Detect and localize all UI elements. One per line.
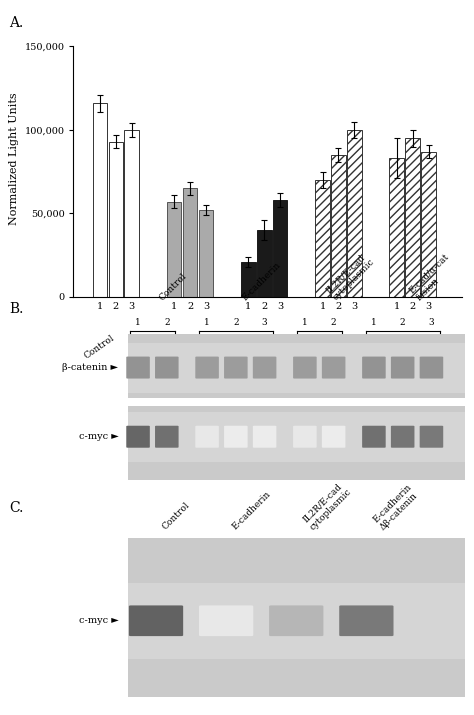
- FancyBboxPatch shape: [224, 357, 247, 378]
- FancyBboxPatch shape: [224, 425, 247, 448]
- Text: Control: Control: [82, 333, 116, 360]
- FancyBboxPatch shape: [293, 357, 317, 378]
- FancyBboxPatch shape: [339, 606, 393, 636]
- Text: 1: 1: [302, 318, 308, 327]
- FancyBboxPatch shape: [126, 357, 150, 378]
- FancyBboxPatch shape: [126, 425, 150, 448]
- Text: 2: 2: [233, 318, 238, 327]
- Text: Control: Control: [157, 272, 188, 302]
- Bar: [331, 155, 346, 297]
- FancyBboxPatch shape: [253, 357, 276, 378]
- Bar: [128, 412, 465, 462]
- FancyBboxPatch shape: [293, 425, 317, 448]
- Text: E-cadherin: E-cadherin: [144, 333, 190, 370]
- Bar: [109, 142, 123, 297]
- FancyBboxPatch shape: [269, 606, 323, 636]
- Text: 2: 2: [164, 318, 170, 327]
- Bar: [125, 130, 139, 297]
- FancyBboxPatch shape: [195, 357, 219, 378]
- Text: 1: 1: [135, 318, 141, 327]
- FancyBboxPatch shape: [419, 425, 443, 448]
- Text: C.: C.: [9, 500, 24, 515]
- Bar: [241, 262, 255, 297]
- FancyBboxPatch shape: [155, 357, 179, 378]
- Y-axis label: Normalized Light Units: Normalized Light Units: [9, 93, 19, 225]
- FancyBboxPatch shape: [155, 425, 179, 448]
- Text: E-cadherin: E-cadherin: [241, 260, 283, 302]
- Bar: [183, 188, 197, 297]
- Text: IL2R/E-cad
cytoplasmic: IL2R/E-cad cytoplasmic: [209, 333, 264, 380]
- Text: c-myc ►: c-myc ►: [79, 616, 118, 625]
- FancyBboxPatch shape: [362, 425, 386, 448]
- Text: A.: A.: [9, 16, 24, 30]
- FancyBboxPatch shape: [322, 357, 346, 378]
- FancyBboxPatch shape: [391, 425, 414, 448]
- FancyBboxPatch shape: [199, 606, 253, 636]
- Text: 2: 2: [331, 318, 337, 327]
- Text: E-cadherin
Δβ-catenin: E-cadherin Δβ-catenin: [371, 482, 420, 532]
- FancyBboxPatch shape: [419, 357, 443, 378]
- Text: Control: Control: [161, 500, 191, 532]
- Text: 1: 1: [204, 318, 210, 327]
- Bar: [347, 130, 362, 297]
- Bar: [390, 158, 404, 297]
- Bar: [199, 210, 213, 297]
- Bar: [315, 180, 330, 297]
- Bar: [128, 538, 465, 698]
- Text: B.: B.: [9, 302, 24, 316]
- Text: IL2R/E-cad
cytoplasmic: IL2R/E-cad cytoplasmic: [324, 250, 376, 302]
- Bar: [405, 138, 420, 297]
- Text: 3: 3: [262, 318, 267, 327]
- FancyBboxPatch shape: [362, 357, 386, 378]
- Text: E-cadherin: E-cadherin: [231, 490, 273, 532]
- Text: E-cadherin
Δβ-catenin: E-cadherin Δβ-catenin: [360, 333, 413, 378]
- Text: E-cad/α-cat
fusion: E-cad/α-cat fusion: [408, 252, 458, 302]
- Text: 3: 3: [428, 318, 434, 327]
- FancyBboxPatch shape: [129, 606, 183, 636]
- Bar: [128, 398, 465, 406]
- Bar: [93, 103, 107, 297]
- Bar: [257, 230, 272, 297]
- FancyBboxPatch shape: [322, 425, 346, 448]
- Text: E-cad/α-cat
fusion: E-cad/α-cat fusion: [284, 333, 338, 380]
- Bar: [128, 335, 465, 480]
- Bar: [128, 583, 465, 659]
- FancyBboxPatch shape: [253, 425, 276, 448]
- Bar: [421, 152, 436, 297]
- Bar: [128, 342, 465, 393]
- Text: β-catenin ►: β-catenin ►: [63, 363, 118, 372]
- FancyBboxPatch shape: [391, 357, 414, 378]
- Bar: [273, 200, 287, 297]
- Bar: [167, 202, 182, 297]
- Text: IL2R/E-cad
cytoplasmic: IL2R/E-cad cytoplasmic: [301, 479, 353, 532]
- Text: 1: 1: [371, 318, 377, 327]
- Text: c-myc ►: c-myc ►: [79, 433, 118, 441]
- Text: 2: 2: [400, 318, 405, 327]
- FancyBboxPatch shape: [195, 425, 219, 448]
